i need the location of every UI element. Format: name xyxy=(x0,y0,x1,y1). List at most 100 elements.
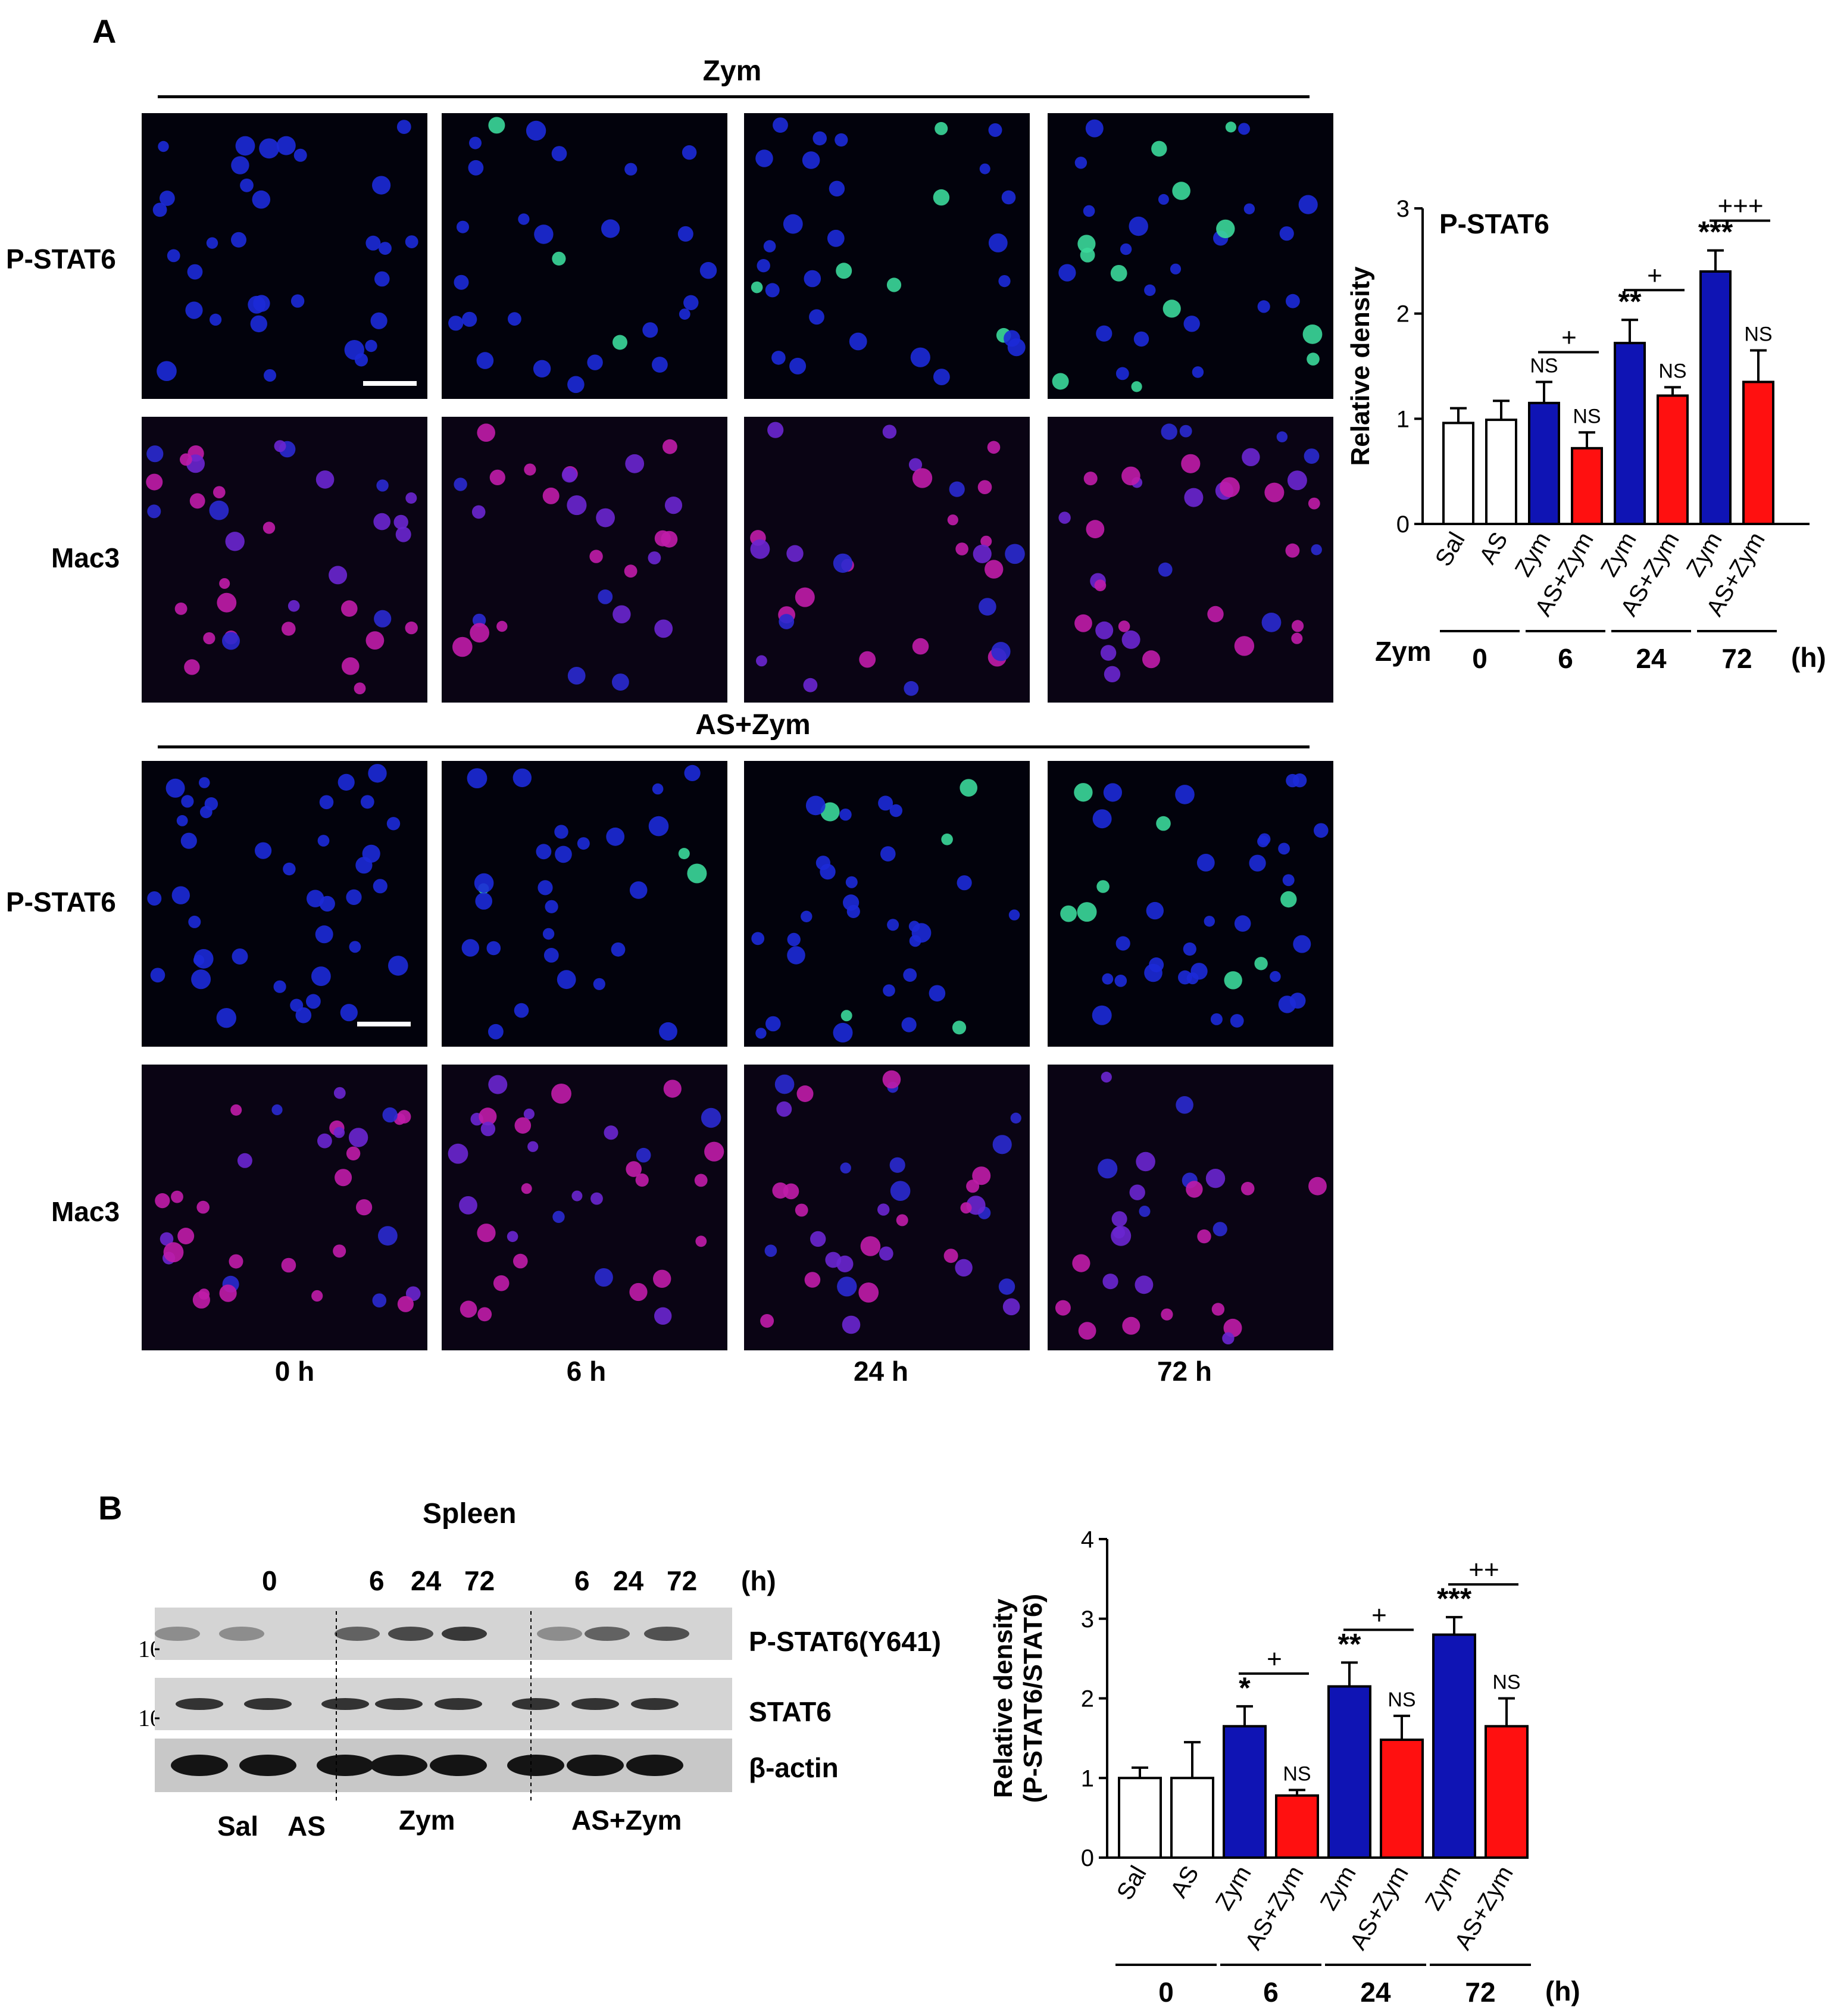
category-label: Zym xyxy=(1315,1862,1361,1915)
time-label-24h: 24 h xyxy=(853,1356,909,1387)
micrograph-cells xyxy=(750,422,1025,696)
group-label-as: AS xyxy=(288,1811,326,1842)
bar xyxy=(1275,1794,1319,1859)
comparison-label: + xyxy=(1647,261,1662,290)
micrograph-cells xyxy=(146,440,418,695)
panel-b-letter: B xyxy=(98,1489,123,1527)
y-tick-label: 3 xyxy=(1396,196,1410,222)
micrograph-tile xyxy=(142,417,427,703)
bar xyxy=(1432,1633,1476,1859)
group-unit: (h) xyxy=(1545,1976,1580,2006)
lane-time-0: 0 xyxy=(262,1565,277,1596)
blot-band xyxy=(571,1698,619,1710)
micrograph-tile xyxy=(142,113,427,399)
tissue-label: Spleen xyxy=(423,1498,517,1530)
blot-band xyxy=(321,1698,369,1710)
blot-band xyxy=(644,1627,689,1641)
row-label-mac3-zym: Mac3 xyxy=(51,542,120,573)
micrograph-tile xyxy=(744,1065,1030,1350)
group-label-aszym: AS+Zym xyxy=(571,1805,682,1836)
comparison-label: + xyxy=(1561,323,1577,352)
significance-annotation: * xyxy=(1239,1671,1251,1705)
ns-annotation: NS xyxy=(1658,360,1686,382)
blot-band xyxy=(155,1627,200,1641)
group-label: 24 xyxy=(1636,643,1667,674)
lane-time-24b: 24 xyxy=(613,1565,644,1596)
band-label-pstat6: P-STAT6(Y641) xyxy=(749,1626,941,1657)
row-label-mac3-aszym: Mac3 xyxy=(51,1196,120,1227)
bar xyxy=(1380,1739,1424,1859)
micrograph-cells xyxy=(452,423,683,691)
y-axis-label: Relative density xyxy=(1346,266,1375,466)
comparison-label: + xyxy=(1371,1600,1387,1630)
y-tick-label: 1 xyxy=(1081,1765,1094,1792)
category-label: AS xyxy=(1474,528,1513,569)
bar xyxy=(1485,1725,1529,1859)
group-label: 0 xyxy=(1158,1977,1174,2008)
ns-annotation: NS xyxy=(1530,355,1558,377)
y-tick-label: 4 xyxy=(1081,1527,1094,1553)
micrograph-tile xyxy=(1048,761,1333,1047)
blot-band xyxy=(442,1627,487,1641)
category-label: Zym xyxy=(1211,1862,1257,1915)
category-label: Sal xyxy=(1430,528,1470,571)
blot-band xyxy=(244,1698,292,1710)
blot-band xyxy=(512,1698,560,1710)
group-label-zym: Zym xyxy=(399,1805,455,1836)
micrograph-tile xyxy=(744,417,1030,703)
micrograph-cells xyxy=(152,120,418,382)
bar xyxy=(1614,342,1646,525)
blot-band xyxy=(537,1627,582,1641)
scale-bar xyxy=(357,1022,411,1026)
lane-time-72a: 72 xyxy=(464,1565,495,1596)
zym-header: Zym xyxy=(702,55,762,87)
bar xyxy=(1528,401,1560,526)
micrograph-tile xyxy=(442,113,727,399)
band-label-beta-actin: β-actin xyxy=(749,1752,839,1783)
aszym-header: AS+Zym xyxy=(695,709,811,741)
comparison-label: +++ xyxy=(1717,192,1763,221)
blot-band xyxy=(219,1627,264,1641)
bar xyxy=(1223,1725,1267,1859)
bar-chart-p-stat6-ratio: 0 1 2 3 4 Relative density (P-STAT6/STAT6) Sal A… xyxy=(989,1527,1580,2008)
bar xyxy=(1327,1685,1371,1859)
aszym-header-rule xyxy=(158,745,1310,748)
lane-time-unit: (h) xyxy=(741,1565,776,1596)
blot-band xyxy=(370,1755,427,1776)
row-label-pstat6-zym: P-STAT6 xyxy=(6,244,116,274)
micrograph-tile xyxy=(442,1065,727,1350)
micrograph-cells xyxy=(1058,423,1322,682)
bar xyxy=(1118,1777,1162,1859)
blot-band xyxy=(317,1755,374,1776)
micrograph-cells xyxy=(448,117,717,394)
category-label: Sal xyxy=(1112,1862,1152,1905)
y-axis-label: Relative density xyxy=(989,1598,1018,1798)
ns-annotation: NS xyxy=(1388,1689,1415,1711)
blot-band xyxy=(171,1755,228,1776)
micrograph-cells xyxy=(760,1070,1021,1334)
category-label: Zym xyxy=(1596,528,1642,581)
y-tick-label: 2 xyxy=(1396,301,1410,327)
group-label: 72 xyxy=(1721,643,1752,674)
blot-band xyxy=(335,1627,380,1641)
micrograph-cells xyxy=(1055,1072,1327,1344)
micrograph-tile xyxy=(442,417,727,703)
bar xyxy=(1485,419,1517,525)
y-tick-label: 0 xyxy=(1396,511,1410,538)
comparison-label: + xyxy=(1267,1644,1282,1674)
lane-time-72b: 72 xyxy=(667,1565,698,1596)
category-label: AS xyxy=(1165,1862,1204,1902)
micrograph-cells xyxy=(751,117,1026,385)
category-label: Zym xyxy=(1510,528,1556,581)
lane-time-6b: 6 xyxy=(574,1565,590,1596)
lane-time-24a: 24 xyxy=(411,1565,442,1596)
micrograph-cells xyxy=(1060,773,1329,1028)
micrograph-tile xyxy=(744,761,1030,1047)
time-label-6h: 6 h xyxy=(566,1356,607,1387)
group-unit: (h) xyxy=(1791,642,1825,673)
category-label: Zym xyxy=(1682,528,1727,581)
micrograph-tile xyxy=(1048,113,1333,399)
group-label: 0 xyxy=(1472,643,1488,674)
micrograph-tile xyxy=(442,761,727,1047)
group-axis-label: Zym xyxy=(1375,636,1432,667)
